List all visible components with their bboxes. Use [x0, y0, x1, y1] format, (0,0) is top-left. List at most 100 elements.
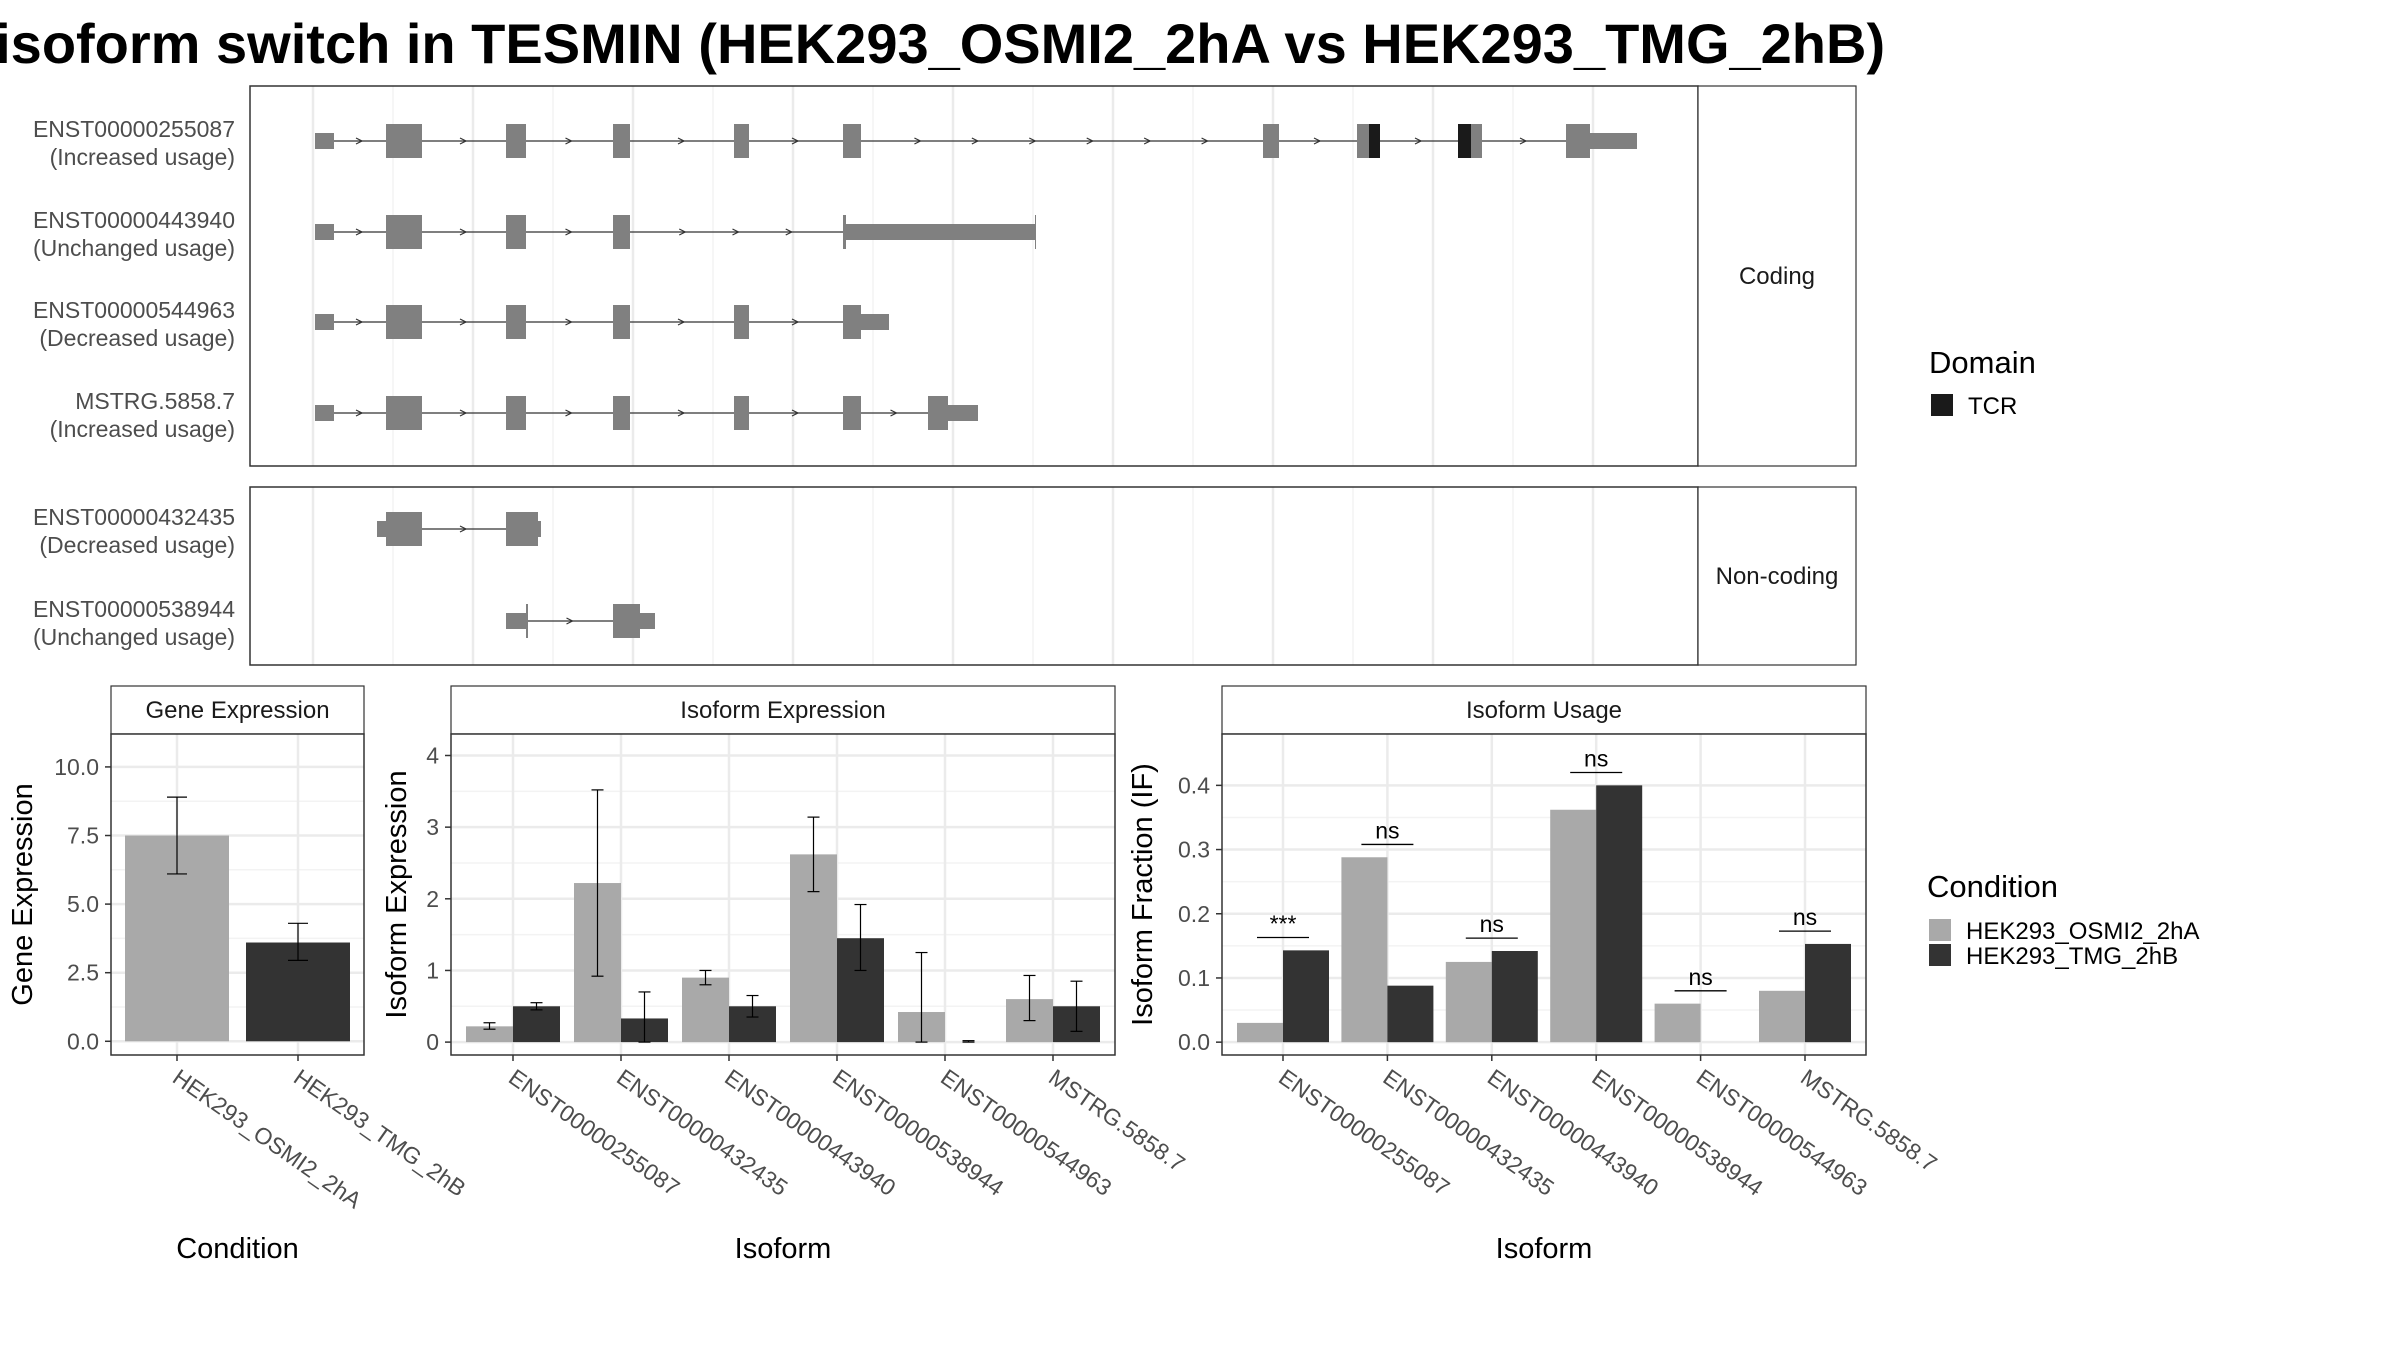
figure-title: The isoform switch in TESMIN (HEK293_OSM…	[0, 12, 1886, 75]
exon	[843, 305, 861, 339]
significance-label: ns	[1480, 911, 1504, 937]
bar	[1550, 809, 1597, 1043]
intron-arrow	[1086, 137, 1095, 145]
y-tick-label: 3	[426, 814, 439, 840]
intron-arrow	[355, 318, 364, 326]
isoform-label-id: ENST00000255087	[33, 116, 235, 142]
domain-legend-title: Domain	[1929, 345, 2036, 380]
exon	[1035, 215, 1036, 249]
intron-arrow	[677, 318, 686, 326]
panel-strip-title: Isoform Expression	[680, 697, 885, 724]
isoform-usage-chart: Isoform Usage 0.0 0.1 0.2 0.3 0.4 *** ns ns ns ns n…	[1127, 685, 1942, 1265]
exon	[734, 124, 749, 158]
intron-arrow	[1201, 137, 1209, 145]
y-tick-label: 2	[426, 886, 439, 912]
isoform-structure-panel: ENST00000255087 (Increased usage) ENST0000…	[33, 85, 1857, 666]
isoform-label-usage: (Unchanged usage)	[33, 235, 235, 261]
y-tick-label: 0.0	[67, 1028, 99, 1054]
y-tick-label: 0.2	[1178, 901, 1210, 927]
bar	[1341, 857, 1388, 1043]
exon	[506, 396, 526, 430]
exon	[506, 305, 526, 339]
exon	[613, 215, 630, 249]
exon	[846, 224, 1035, 240]
exon	[1590, 133, 1637, 149]
y-tick-label: 10.0	[54, 754, 99, 780]
intron-arrow	[914, 137, 922, 145]
exon	[1263, 124, 1279, 158]
legends: Domain TCR Condition HEK293_OSMI2_2hAHEK293…	[1927, 345, 2199, 970]
intron-arrow	[459, 228, 468, 236]
intron-arrow	[459, 137, 468, 145]
significance-label: ns	[1584, 746, 1608, 772]
bar	[466, 1026, 513, 1043]
y-axis-title: Gene Expression	[7, 783, 39, 1005]
exon	[640, 613, 655, 629]
isoform-label-id: ENST00000443940	[33, 207, 235, 233]
condition-legend-title: Condition	[1927, 869, 2058, 904]
significance-label: ***	[1270, 911, 1297, 937]
intron-arrow	[459, 525, 468, 533]
facet-strip	[1697, 486, 1857, 666]
exon	[315, 405, 334, 421]
intron-arrow	[565, 137, 573, 145]
isoform-label-usage: (Unchanged usage)	[33, 624, 235, 650]
bar	[1596, 785, 1643, 1043]
intron-arrow	[791, 137, 800, 145]
x-tick-label: ENST00000544963	[1692, 1064, 1872, 1201]
exon	[538, 521, 541, 537]
x-tick-label: ENST00000255087	[1274, 1064, 1454, 1201]
isoform-label-usage: (Decreased usage)	[39, 325, 235, 351]
intron-arrow	[791, 318, 800, 326]
exon	[928, 396, 948, 430]
exon	[506, 215, 526, 249]
intron-arrow	[565, 318, 573, 326]
intron-arrow	[732, 228, 740, 236]
exon	[843, 124, 861, 158]
panel-strip-title: Gene Expression	[145, 697, 329, 724]
intron-arrow	[1414, 137, 1423, 145]
plot-border	[110, 733, 365, 1056]
exon	[377, 521, 386, 537]
y-axis-title: Isoform Expression	[381, 770, 413, 1018]
intron-arrow	[1313, 137, 1322, 145]
intron-arrow	[1029, 137, 1037, 145]
panel-strip	[450, 685, 1116, 735]
bar	[513, 1006, 560, 1043]
structure-panel-bg	[250, 86, 1698, 466]
plot-border	[450, 733, 1116, 1056]
exon	[861, 314, 889, 330]
y-tick-label: 0.3	[1178, 837, 1210, 863]
y-axis-title: Isoform Fraction (IF)	[1127, 763, 1159, 1026]
significance-label: ns	[1375, 817, 1399, 843]
isoform-label-id: MSTRG.5858.7	[75, 388, 235, 414]
exon	[613, 305, 630, 339]
plot-bg	[1222, 734, 1866, 1055]
intron-arrow	[355, 228, 364, 236]
y-tick-label: 0.4	[1178, 772, 1210, 798]
significance-label: ns	[1688, 964, 1712, 990]
y-tick-label: 2.5	[67, 960, 99, 986]
bar	[1491, 950, 1538, 1043]
isoform-label-usage: (Increased usage)	[50, 416, 235, 442]
condition-legend-label: HEK293_TMG_2hB	[1966, 943, 2178, 970]
exon	[506, 124, 526, 158]
facet-strip-label: Coding	[1739, 263, 1815, 290]
domain-legend-label: TCR	[1968, 393, 2017, 420]
intron-arrow	[971, 137, 980, 145]
structure-panel-bg	[250, 487, 1698, 665]
condition-legend-key	[1929, 919, 1951, 941]
bar	[1445, 961, 1492, 1043]
x-axis-title: Condition	[176, 1233, 299, 1265]
intron-arrow	[677, 409, 686, 417]
intron-arrow	[677, 137, 686, 145]
exon	[386, 124, 422, 158]
exon	[734, 305, 749, 339]
intron-arrow	[565, 228, 573, 236]
bar	[1805, 943, 1851, 1043]
intron-arrow	[566, 617, 574, 625]
significance-label: ns	[1793, 904, 1817, 930]
intron-arrow	[890, 409, 898, 417]
intron-arrow	[355, 409, 364, 417]
intron-arrow	[355, 137, 364, 145]
